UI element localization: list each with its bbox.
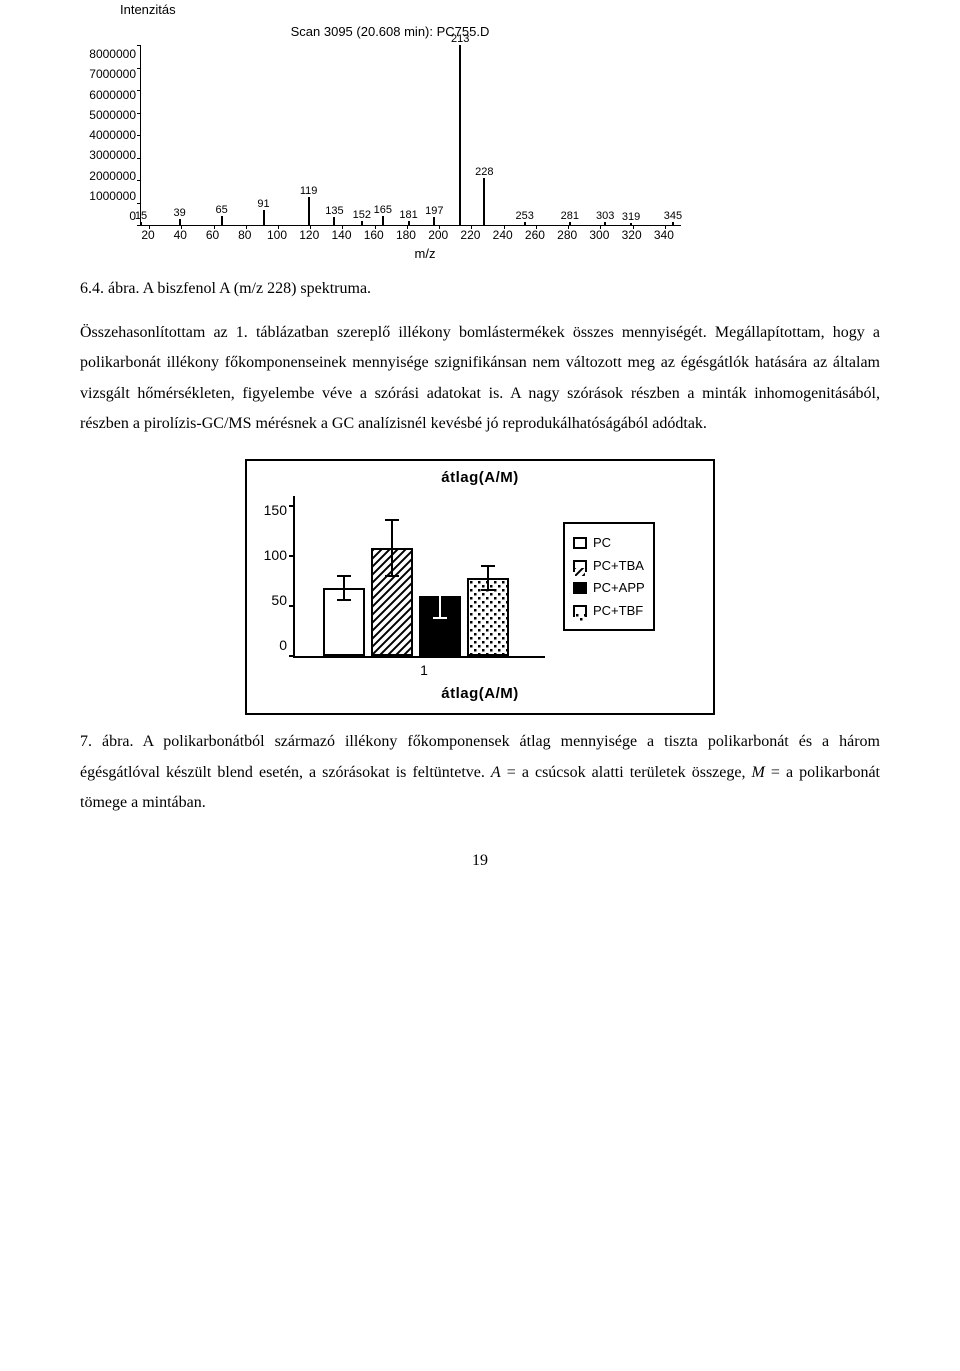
spectrum-xtick: 320 — [622, 226, 642, 244]
spectrum-title: Scan 3095 (20.608 min): PC755.D — [70, 22, 710, 42]
spectrum-xtick: 340 — [654, 226, 674, 244]
spectrum-peak — [308, 197, 310, 225]
legend-swatch — [573, 560, 587, 572]
spectrum-xtick: 240 — [493, 226, 513, 244]
spectrum-peak-label: 135 — [325, 203, 343, 220]
barchart-legend-item: PC+APP — [573, 578, 645, 598]
spectrum-ytick: 4000000 — [70, 126, 136, 144]
spectrum-peak-label: 319 — [622, 209, 640, 226]
spectrum-ylabel: Intenzitás — [120, 0, 710, 20]
paragraph-1: Összehasonlítottam az 1. táblázatban sze… — [80, 318, 880, 440]
barchart-bar-group — [467, 496, 509, 656]
legend-swatch — [573, 582, 587, 594]
legend-label: PC+APP — [593, 578, 645, 598]
spectrum-peak-label: 345 — [664, 208, 682, 225]
spectrum-peak-label: 213 — [451, 31, 469, 48]
spectrum-xtick: 260 — [525, 226, 545, 244]
barchart-legend-item: PC+TBF — [573, 601, 645, 621]
barchart-ytick: 100 — [257, 545, 287, 566]
spectrum-peak-label: 152 — [353, 207, 371, 224]
barchart-bar-group — [419, 496, 461, 656]
spectrum-xtick: 120 — [299, 226, 319, 244]
spectrum-plot-area: 1539659111913515216518119721322825328130… — [140, 45, 681, 226]
barchart-legend: PC PC+TBAPC+APP PC+TBF — [563, 522, 655, 631]
spectrum-xtick: 100 — [267, 226, 287, 244]
spectrum-peak-label: 39 — [174, 205, 186, 222]
spectrum-peak-label: 281 — [561, 208, 579, 225]
spectrum-xtick: 60 — [206, 226, 219, 244]
barchart-bar-group — [323, 496, 365, 656]
caption2-A: A — [491, 764, 501, 781]
barchart-category-label: 1 — [299, 660, 549, 681]
legend-swatch — [573, 605, 587, 617]
spectrum-peak-label: 197 — [425, 203, 443, 220]
barchart-ytick: 50 — [257, 590, 287, 611]
spectrum-ytick: 5000000 — [70, 106, 136, 124]
spectrum-xtick: 280 — [557, 226, 577, 244]
figure-7-caption: 7. ábra. A polikarbonátból származó illé… — [80, 727, 880, 818]
spectrum-xlabel: m/z — [140, 244, 710, 264]
spectrum-ytick: 3000000 — [70, 146, 136, 164]
barchart-title: átlag(A/M) — [257, 467, 703, 490]
barchart-xlabel: átlag(A/M) — [257, 683, 703, 706]
barchart-legend-item: PC — [573, 533, 645, 553]
spectrum-xtick: 220 — [460, 226, 480, 244]
spectrum-ytick: 2000000 — [70, 167, 136, 185]
spectrum-peak-label: 228 — [475, 164, 493, 181]
legend-label: PC+TBA — [593, 556, 644, 576]
spectrum-peak-label: 303 — [596, 208, 614, 225]
barchart-legend-item: PC+TBA — [573, 556, 645, 576]
spectrum-xtick: 180 — [396, 226, 416, 244]
barchart-ytick: 0 — [257, 635, 287, 656]
legend-swatch — [573, 537, 587, 549]
spectrum-ytick: 7000000 — [70, 65, 136, 83]
spectrum-xtick: 80 — [238, 226, 251, 244]
spectrum-xtick: 300 — [589, 226, 609, 244]
mass-spectrum-figure: Intenzitás Scan 3095 (20.608 min): PC755… — [70, 0, 710, 264]
legend-label: PC — [593, 533, 611, 553]
spectrum-peak-label: 15 — [135, 208, 147, 225]
spectrum-xtick: 40 — [174, 226, 187, 244]
spectrum-peak-label: 181 — [399, 207, 417, 224]
caption2-mid: = a csúcsok alatti területek összege, — [501, 764, 752, 781]
spectrum-peak-label: 253 — [515, 208, 533, 225]
barchart-figure: átlag(A/M) 150 100 50 0 — [245, 459, 715, 715]
spectrum-peak — [483, 178, 485, 225]
spectrum-peak-label: 165 — [374, 202, 392, 219]
spectrum-xtick: 160 — [364, 226, 384, 244]
spectrum-xtick: 140 — [331, 226, 351, 244]
caption2-M: M — [752, 764, 765, 781]
barchart-yticks: 150 100 50 0 — [257, 496, 293, 656]
spectrum-xticks: 20 40 60 80 100 120 140 160 180 200 220 240 260 280 30… — [140, 226, 680, 242]
spectrum-ytick: 0 — [70, 207, 136, 225]
barchart-plot-area — [293, 496, 545, 658]
spectrum-ytick: 1000000 — [70, 187, 136, 205]
page-number: 19 — [80, 849, 880, 873]
spectrum-ytick: 8000000 — [70, 45, 136, 63]
spectrum-xtick: 20 — [141, 226, 154, 244]
spectrum-peak-label: 65 — [215, 202, 227, 219]
spectrum-yticks: 8000000 7000000 6000000 5000000 4000000 30000… — [70, 45, 140, 225]
legend-label: PC+TBF — [593, 601, 643, 621]
spectrum-peak — [459, 45, 461, 225]
spectrum-peak-label: 119 — [300, 183, 318, 200]
barchart-ytick: 150 — [257, 500, 287, 521]
spectrum-ytick: 6000000 — [70, 86, 136, 104]
spectrum-peak-label: 91 — [257, 196, 269, 213]
barchart-bar-group — [371, 496, 413, 656]
figure-6-4-caption: 6.4. ábra. A biszfenol A (m/z 228) spekt… — [80, 274, 880, 304]
spectrum-xtick: 200 — [428, 226, 448, 244]
